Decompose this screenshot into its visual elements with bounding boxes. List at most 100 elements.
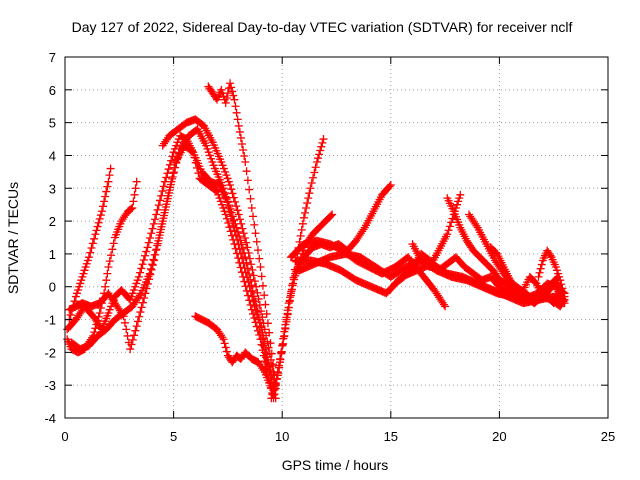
data-point [231, 102, 240, 111]
data-point [260, 291, 269, 300]
data-point [168, 152, 177, 161]
data-point [448, 214, 457, 223]
data-point [226, 79, 235, 88]
data-point [165, 160, 174, 169]
data-point [229, 235, 238, 244]
data-point [297, 225, 306, 234]
data-point [226, 180, 235, 189]
data-point [91, 324, 100, 333]
data-point [230, 240, 239, 249]
data-point [138, 298, 147, 307]
data-point [456, 190, 465, 199]
data-point [86, 248, 95, 257]
data-point [534, 272, 543, 281]
data-point [102, 276, 111, 285]
data-point [244, 270, 253, 279]
data-point [443, 230, 452, 239]
data-point [310, 168, 319, 177]
data-point [249, 212, 258, 221]
data-point [107, 251, 116, 260]
data-point [99, 202, 108, 211]
data-point [128, 203, 137, 212]
data-point [245, 254, 254, 263]
y-tick-label: 2 [49, 214, 56, 229]
data-point [148, 260, 157, 269]
data-point [134, 272, 143, 281]
data-point [314, 154, 323, 163]
data-point [257, 307, 266, 316]
data-point [144, 238, 153, 247]
data-point [145, 269, 154, 278]
data-point [250, 220, 259, 229]
data-point [242, 167, 251, 176]
data-point [130, 331, 139, 340]
chart-title: Day 127 of 2022, Sidereal Day-to-day VTE… [72, 19, 573, 35]
data-point [227, 208, 236, 217]
data-point [252, 237, 261, 246]
data-point [231, 244, 240, 253]
x-axis-label: GPS time / hours [282, 457, 389, 473]
data-point [161, 203, 170, 212]
data-point [223, 89, 232, 98]
data-point [274, 361, 283, 370]
data-point [234, 254, 243, 263]
data-point [226, 227, 235, 236]
data-point [95, 214, 104, 223]
data-point [87, 244, 96, 253]
data-point [537, 260, 546, 269]
data-point [103, 182, 112, 191]
data-point [306, 184, 315, 193]
data-point [287, 285, 296, 294]
data-point [228, 87, 237, 96]
x-tick-label: 5 [170, 429, 177, 444]
data-point [154, 236, 163, 245]
data-point [237, 268, 246, 277]
data-point [238, 139, 247, 148]
data-point [270, 385, 279, 394]
data-point [90, 234, 99, 243]
data-point [136, 308, 145, 317]
data-point [106, 164, 115, 173]
data-point [226, 204, 235, 213]
data-point [126, 345, 135, 354]
data-point [266, 339, 275, 348]
data-point [252, 302, 261, 311]
data-point [386, 180, 395, 189]
data-point [556, 276, 565, 285]
y-tick-label: -4 [44, 411, 56, 426]
data-point [536, 264, 545, 273]
data-point [141, 251, 150, 260]
data-point [311, 163, 320, 172]
data-point [267, 349, 276, 358]
data-point [305, 189, 314, 198]
data-point [170, 163, 179, 172]
data-point [232, 223, 241, 232]
data-point [238, 244, 247, 253]
data-point [131, 184, 140, 193]
data-point [282, 313, 291, 322]
data-point [97, 207, 106, 216]
data-point [228, 212, 237, 221]
data-point [159, 182, 168, 191]
x-tick-label: 0 [61, 429, 68, 444]
data-point [244, 291, 253, 300]
data-point [256, 318, 265, 327]
data-series [63, 79, 569, 403]
data-point [155, 231, 164, 240]
data-point [147, 229, 156, 238]
data-point [241, 282, 250, 291]
data-point [164, 165, 173, 174]
data-point [232, 108, 241, 117]
series-track-u [530, 286, 569, 308]
data-point [288, 281, 297, 290]
data-point [131, 326, 140, 335]
data-point [280, 327, 289, 336]
data-point [236, 215, 245, 224]
data-point [159, 214, 168, 223]
data-point [100, 197, 109, 206]
data-point [165, 186, 174, 195]
data-point [278, 341, 287, 350]
data-point [153, 205, 162, 214]
data-point [95, 308, 104, 317]
